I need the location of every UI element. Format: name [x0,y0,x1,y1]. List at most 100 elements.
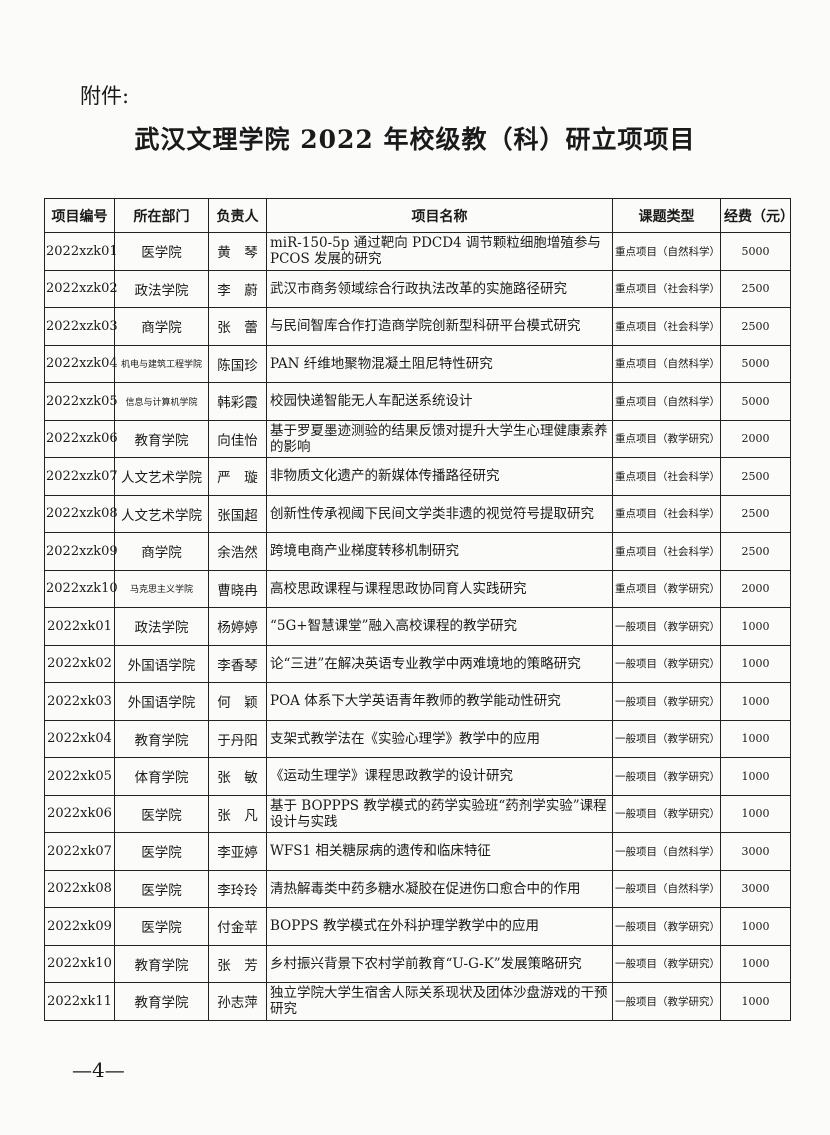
leader-cell: 杨婷婷 [208,607,267,646]
project-type-cell: 一般项目（自然科学） [612,832,721,871]
table-row: 2022xk07 医学院 李亚婷 WFS1 相关糖尿病的遗传和临床特征 一般项目（自然科… [44,832,791,871]
leader-cell: 张 蕾 [208,307,267,346]
project-name-cell: 校园快递智能无人车配送系统设计 [266,382,613,421]
project-type-cell: 重点项目（社会科学） [612,457,721,496]
project-name-cell: 与民间智库合作打造商学院创新型科研平台模式研究 [266,307,613,346]
funding-cell: 1000 [720,982,791,1021]
leader-cell: 孙志萍 [208,982,267,1021]
funding-cell: 2500 [720,307,791,346]
project-name-cell: WFS1 相关糖尿病的遗传和临床特征 [266,832,613,871]
table-row: 2022xzk03 商学院张 蕾与民间智库合作打造商学院创新型科研平台模式研究 重点… [44,307,791,346]
project-type-cell: 一般项目（教学研究） [612,944,721,983]
project-type-cell: 重点项目（社会科学） [612,269,721,308]
project-type-cell: 重点项目（教学研究） [612,569,721,608]
project-id-cell: 2022xzk04 [44,344,118,383]
department-cell: 医学院 [114,832,209,871]
funding-cell: 1000 [720,682,791,721]
department-cell: 外国语学院 [114,644,209,683]
department-cell: 医学院 [114,232,209,271]
leader-cell: 李玲玲 [208,869,267,908]
table-row: 2022xk06 医学院张 凡基于 BOPPPS 教学模式的药学实验班“药剂学实验… [44,794,791,833]
department-cell: 医学院 [114,869,209,908]
project-name-cell: 高校思政课程与课程思政协同育人实践研究 [266,569,613,608]
project-id-cell: 2022xzk05 [44,382,118,421]
project-id-cell: 2022xk07 [44,832,115,871]
department-cell: 商学院 [114,532,209,571]
department-cell: 马克思主义学院 [114,569,209,608]
funding-cell: 1000 [720,794,791,833]
table-row: 2022xzk01 医学院黄 琴 miR-150-5p 通过靶向 PDCD4 调节颗… [44,232,791,271]
department-cell: 人文艺术学院 [114,494,209,533]
project-id-cell: 2022xk10 [44,944,115,983]
project-id-cell: 2022xzk07 [44,457,118,496]
project-type-cell: 重点项目（自然科学） [612,344,721,383]
table-row: 2022xk04 教育学院 于丹阳 支架式教学法在《实验心理学》教学中的应用 一般项目（… [44,719,791,758]
leader-cell: 张国超 [208,494,267,533]
project-id-cell: 2022xzk03 [44,307,118,346]
project-name-cell: 乡村振兴背景下农村学前教育“U-G-K”发展策略研究 [266,944,613,983]
funding-cell: 2000 [720,419,791,458]
project-type-cell: 重点项目（自然科学） [612,232,721,271]
project-id-cell: 2022xk05 [44,757,115,796]
project-name-cell: POA 体系下大学英语青年教师的教学能动性研究 [266,682,613,721]
project-id-cell: 2022xk09 [44,907,115,946]
department-cell: 政法学院 [114,269,209,308]
project-id-cell: 2022xk08 [44,869,115,908]
project-id-cell: 2022xzk06 [44,419,118,458]
project-type-cell: 重点项目（社会科学） [612,532,721,571]
attachment-label: 附件: [80,84,130,108]
leader-cell: 韩彩霞 [208,382,267,421]
project-id-cell: 2022xzk10 [44,569,118,608]
leader-cell: 陈国珍 [208,344,267,383]
project-type-cell: 一般项目（教学研究） [612,644,721,683]
header-id: 项目编号 [44,198,115,233]
funding-cell: 2500 [720,457,791,496]
leader-cell: 严 璇 [208,457,267,496]
project-id-cell: 2022xk11 [44,982,115,1021]
table-row: 2022xk05 体育学院张 敏《运动生理学》课程思政教学的设计研究 一般项目（教学… [44,757,791,796]
department-cell: 教育学院 [114,944,209,983]
header-fee: 经费（元） [720,198,794,233]
table-row: 2022xzk08 人文艺术学院 张国超 创新性传承视阈下民间文学类非遗的视觉符号提取… [44,494,791,533]
department-cell: 医学院 [114,794,209,833]
project-name-cell: miR-150-5p 通过靶向 PDCD4 调节颗粒细胞增殖参与 PCOS 发展… [266,232,613,271]
leader-cell: 付金苹 [208,907,267,946]
header-name: 项目名称 [266,198,613,233]
funding-cell: 5000 [720,382,791,421]
project-type-cell: 一般项目（教学研究） [612,794,721,833]
table-row: 2022xk11 教育学院 孙志萍 独立学院大学生宿舍人际关系现状及团体沙盘游戏的干预… [44,982,791,1021]
project-name-cell: 非物质文化遗产的新媒体传播路径研究 [266,457,613,496]
funding-cell: 2000 [720,569,791,608]
table-row: 2022xk01 政法学院 杨婷婷 “5G+智慧课堂”融入高校课程的教学研究 一般项目（… [44,607,791,646]
project-type-cell: 重点项目（社会科学） [612,307,721,346]
leader-cell: 张 敏 [208,757,267,796]
funding-cell: 3000 [720,869,791,908]
department-cell: 商学院 [114,307,209,346]
project-type-cell: 重点项目（教学研究） [612,419,721,458]
department-cell: 信息与计算机学院 [114,382,209,421]
page-title: 武汉文理学院 2022 年校级教（科）研立项项目 [134,125,696,154]
project-name-cell: 清热解毒类中药多糖水凝胶在促进伤口愈合中的作用 [266,869,613,908]
leader-cell: 张 凡 [208,794,267,833]
funding-cell: 5000 [720,232,791,271]
department-cell: 体育学院 [114,757,209,796]
department-cell: 政法学院 [114,607,209,646]
project-name-cell: PAN 纤维地聚物混凝土阻尼特性研究 [266,344,613,383]
project-id-cell: 2022xk01 [44,607,115,646]
project-name-cell: 跨境电商产业梯度转移机制研究 [266,532,613,571]
header-dept: 所在部门 [114,198,209,233]
leader-cell: 向佳怡 [208,419,267,458]
leader-cell: 李 蔚 [208,269,267,308]
department-cell: 教育学院 [114,419,209,458]
page-number: —4— [72,1058,125,1082]
department-cell: 机电与建筑工程学院 [114,344,209,383]
project-id-cell: 2022xzk09 [44,532,118,571]
project-id-cell: 2022xzk02 [44,269,118,308]
project-name-cell: 支架式教学法在《实验心理学》教学中的应用 [266,719,613,758]
funding-cell: 2500 [720,494,791,533]
funding-cell: 2500 [720,269,791,308]
leader-cell: 曹晓冉 [208,569,267,608]
funding-cell: 1000 [720,907,791,946]
table-row: 2022xzk06 教育学院 向佳怡 基于罗夏墨迹测验的结果反馈对提升大学生心理健康素… [44,419,791,458]
